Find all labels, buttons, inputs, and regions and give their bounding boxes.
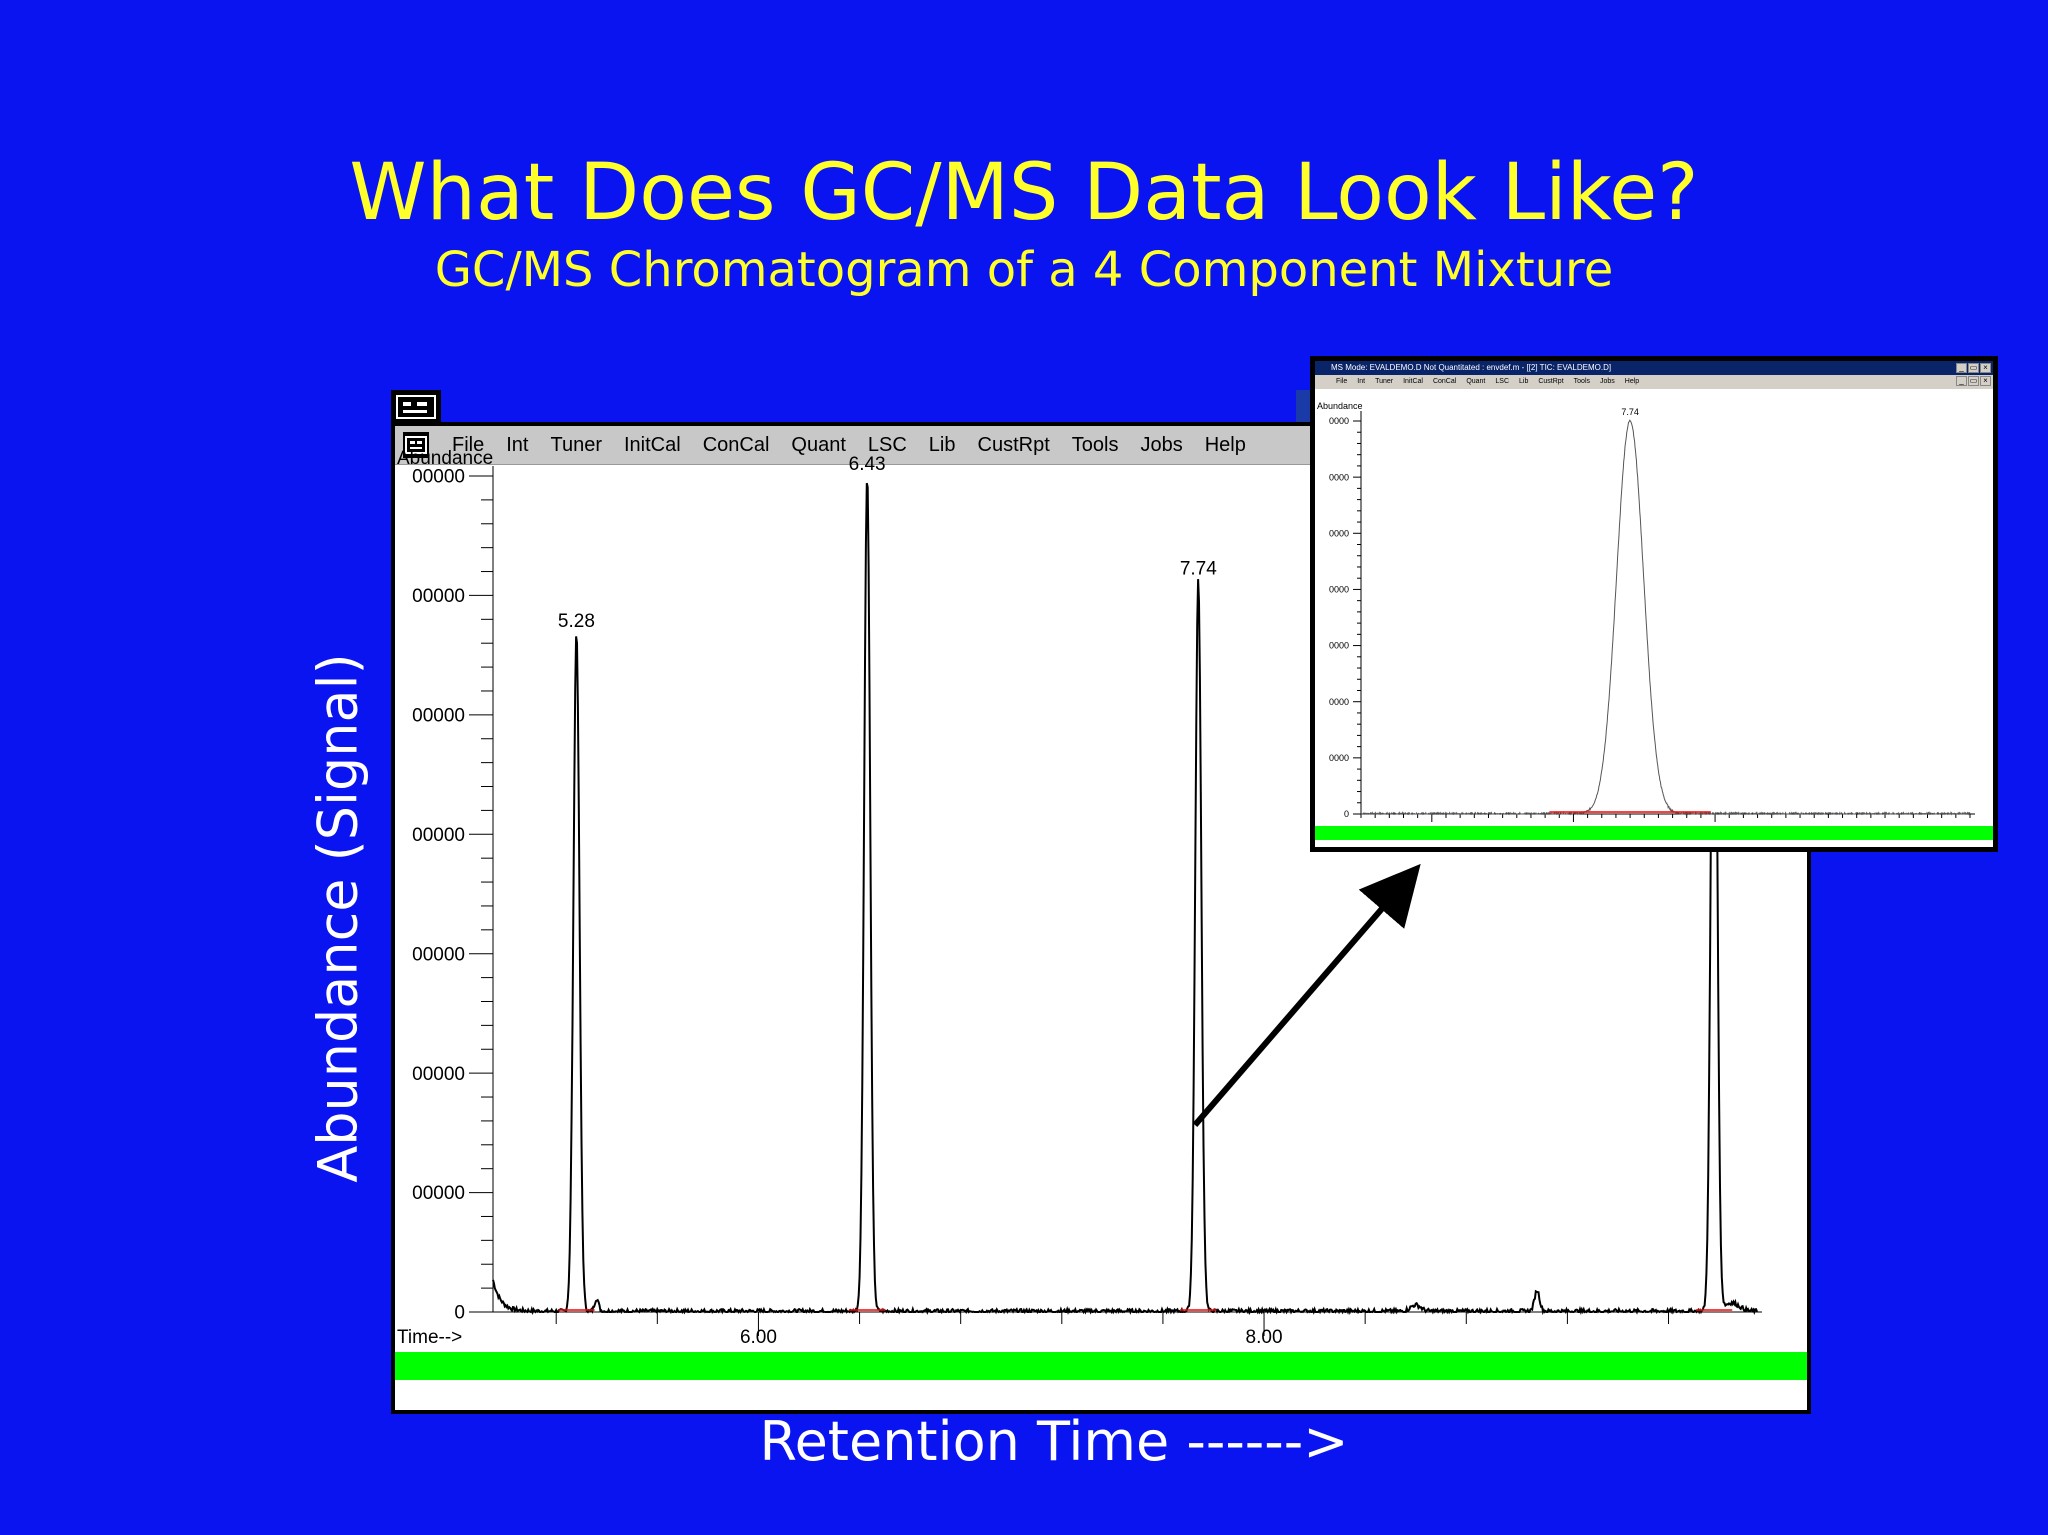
menu-lsc[interactable]: LSC (867, 434, 907, 456)
peak-label: 7.74 (1180, 559, 1217, 580)
app-menu-icon[interactable] (403, 432, 429, 458)
x-axis-title: Retention Time ------> (759, 1410, 1349, 1473)
menu-int[interactable]: Int (506, 434, 529, 456)
peak-label: 7.74 (1621, 407, 1639, 417)
app-window-icon[interactable] (391, 390, 441, 424)
inset-menu-int[interactable]: Int (1357, 378, 1366, 385)
close-button[interactable]: × (1980, 363, 1991, 373)
slide-subtitle: GC/MS Chromatogram of a 4 Component Mixt… (434, 242, 1614, 298)
inset-menu-concal[interactable]: ConCal (1432, 378, 1457, 385)
status-bar (395, 1352, 1807, 1380)
signal-trace (492, 480, 1758, 1316)
zoom-arrow-line (1192, 863, 1421, 1127)
inset-menu-bar: File Int Tuner InitCal ConCal Quant LSC Lib Cust… (1315, 375, 1993, 389)
y-tick-label: 0000 (1329, 697, 1349, 707)
slide-title: What Does GC/MS Data Look Like? (349, 148, 1699, 238)
inset-menu-file[interactable]: File (1336, 378, 1348, 385)
inset-doc-controls: _ ▭ × (1956, 376, 1991, 386)
inset-status-bar (1315, 826, 1993, 840)
inset-menu-tools[interactable]: Tools (1573, 378, 1590, 385)
y-tick-label: 0000 (1329, 641, 1349, 651)
x-tick-label: 6.00 (740, 1327, 777, 1348)
y-axis-label: Abundance (1317, 401, 1363, 411)
peak-label: 6.43 (849, 454, 886, 475)
main-menu: File Int Tuner InitCal ConCal Quant LSC Lib Cust… (441, 432, 1257, 458)
y-tick-label: 00000 (412, 467, 465, 488)
inset-menu-jobs[interactable]: Jobs (1600, 378, 1615, 385)
menu-tools[interactable]: Tools (1071, 434, 1119, 456)
menu-tuner[interactable]: Tuner (550, 434, 602, 456)
inset-title-bar: MS Mode: EVALDEMO.D Not Quantitated : en… (1315, 361, 1993, 375)
x-axis-label: Time--> (397, 1327, 462, 1348)
doc-minimize-button[interactable]: _ (1956, 376, 1967, 386)
y-tick-label: 00000 (412, 1064, 465, 1085)
y-tick-label: 0000 (1329, 416, 1349, 426)
inset-menu-lsc[interactable]: LSC (1495, 378, 1510, 385)
y-tick-label: 00000 (412, 1183, 465, 1204)
inset-menu-tuner[interactable]: Tuner (1375, 378, 1394, 385)
y-axis-title: Abundance (Signal) (306, 653, 370, 1183)
zoomed-peak-window[interactable]: MS Mode: EVALDEMO.D Not Quantitated : en… (1310, 356, 1998, 852)
menu-quant[interactable]: Quant (791, 434, 846, 456)
y-tick-label: 0000 (1329, 753, 1349, 763)
menu-concal[interactable]: ConCal (702, 434, 770, 456)
zoomed-chromatogram: AbundanceTime-->000000000000000000000000… (1317, 401, 1975, 822)
tic-chromatogram: AbundanceTime-->000000000000000000000000… (397, 448, 1762, 1348)
y-tick-label: 00000 (412, 706, 465, 727)
inset-menu-lib[interactable]: Lib (1519, 378, 1529, 385)
inset-menu-help[interactable]: Help (1624, 378, 1640, 385)
inset-menu-quant[interactable]: Quant (1466, 378, 1486, 385)
menu-help[interactable]: Help (1204, 434, 1246, 456)
inset-menu: File Int Tuner InitCal ConCal Quant LSC Lib Cust… (1331, 375, 1644, 389)
inset-menu-custrpt[interactable]: CustRpt (1538, 378, 1564, 385)
y-tick-label: 00000 (412, 944, 465, 965)
y-tick-label: 0000 (1329, 472, 1349, 482)
y-tick-label: 0 (1344, 809, 1349, 819)
signal-trace (1360, 419, 1971, 816)
y-tick-label: 00000 (412, 825, 465, 846)
doc-close-button[interactable]: × (1980, 376, 1991, 386)
y-tick-label: 00000 (412, 586, 465, 607)
y-axis-label: Abundance (397, 448, 493, 469)
y-tick-label: 0000 (1329, 585, 1349, 595)
y-tick-label: 0 (454, 1303, 465, 1324)
app-logo-icon (396, 395, 436, 419)
maximize-button[interactable]: ▭ (1968, 363, 1979, 373)
menu-jobs[interactable]: Jobs (1140, 434, 1183, 456)
inset-window-controls: _ ▭ × (1956, 363, 1991, 373)
minimize-button[interactable]: _ (1956, 363, 1967, 373)
menu-initcal[interactable]: InitCal (624, 434, 681, 456)
y-tick-label: 0000 (1329, 528, 1349, 538)
menu-custrpt[interactable]: CustRpt (977, 434, 1050, 456)
peak-label: 5.28 (558, 611, 595, 632)
doc-maximize-button[interactable]: ▭ (1968, 376, 1979, 386)
menu-file[interactable]: File (452, 434, 485, 456)
menu-lib[interactable]: Lib (928, 434, 956, 456)
inset-menu-initcal[interactable]: InitCal (1403, 378, 1423, 385)
x-tick-label: 8.00 (1246, 1327, 1283, 1348)
